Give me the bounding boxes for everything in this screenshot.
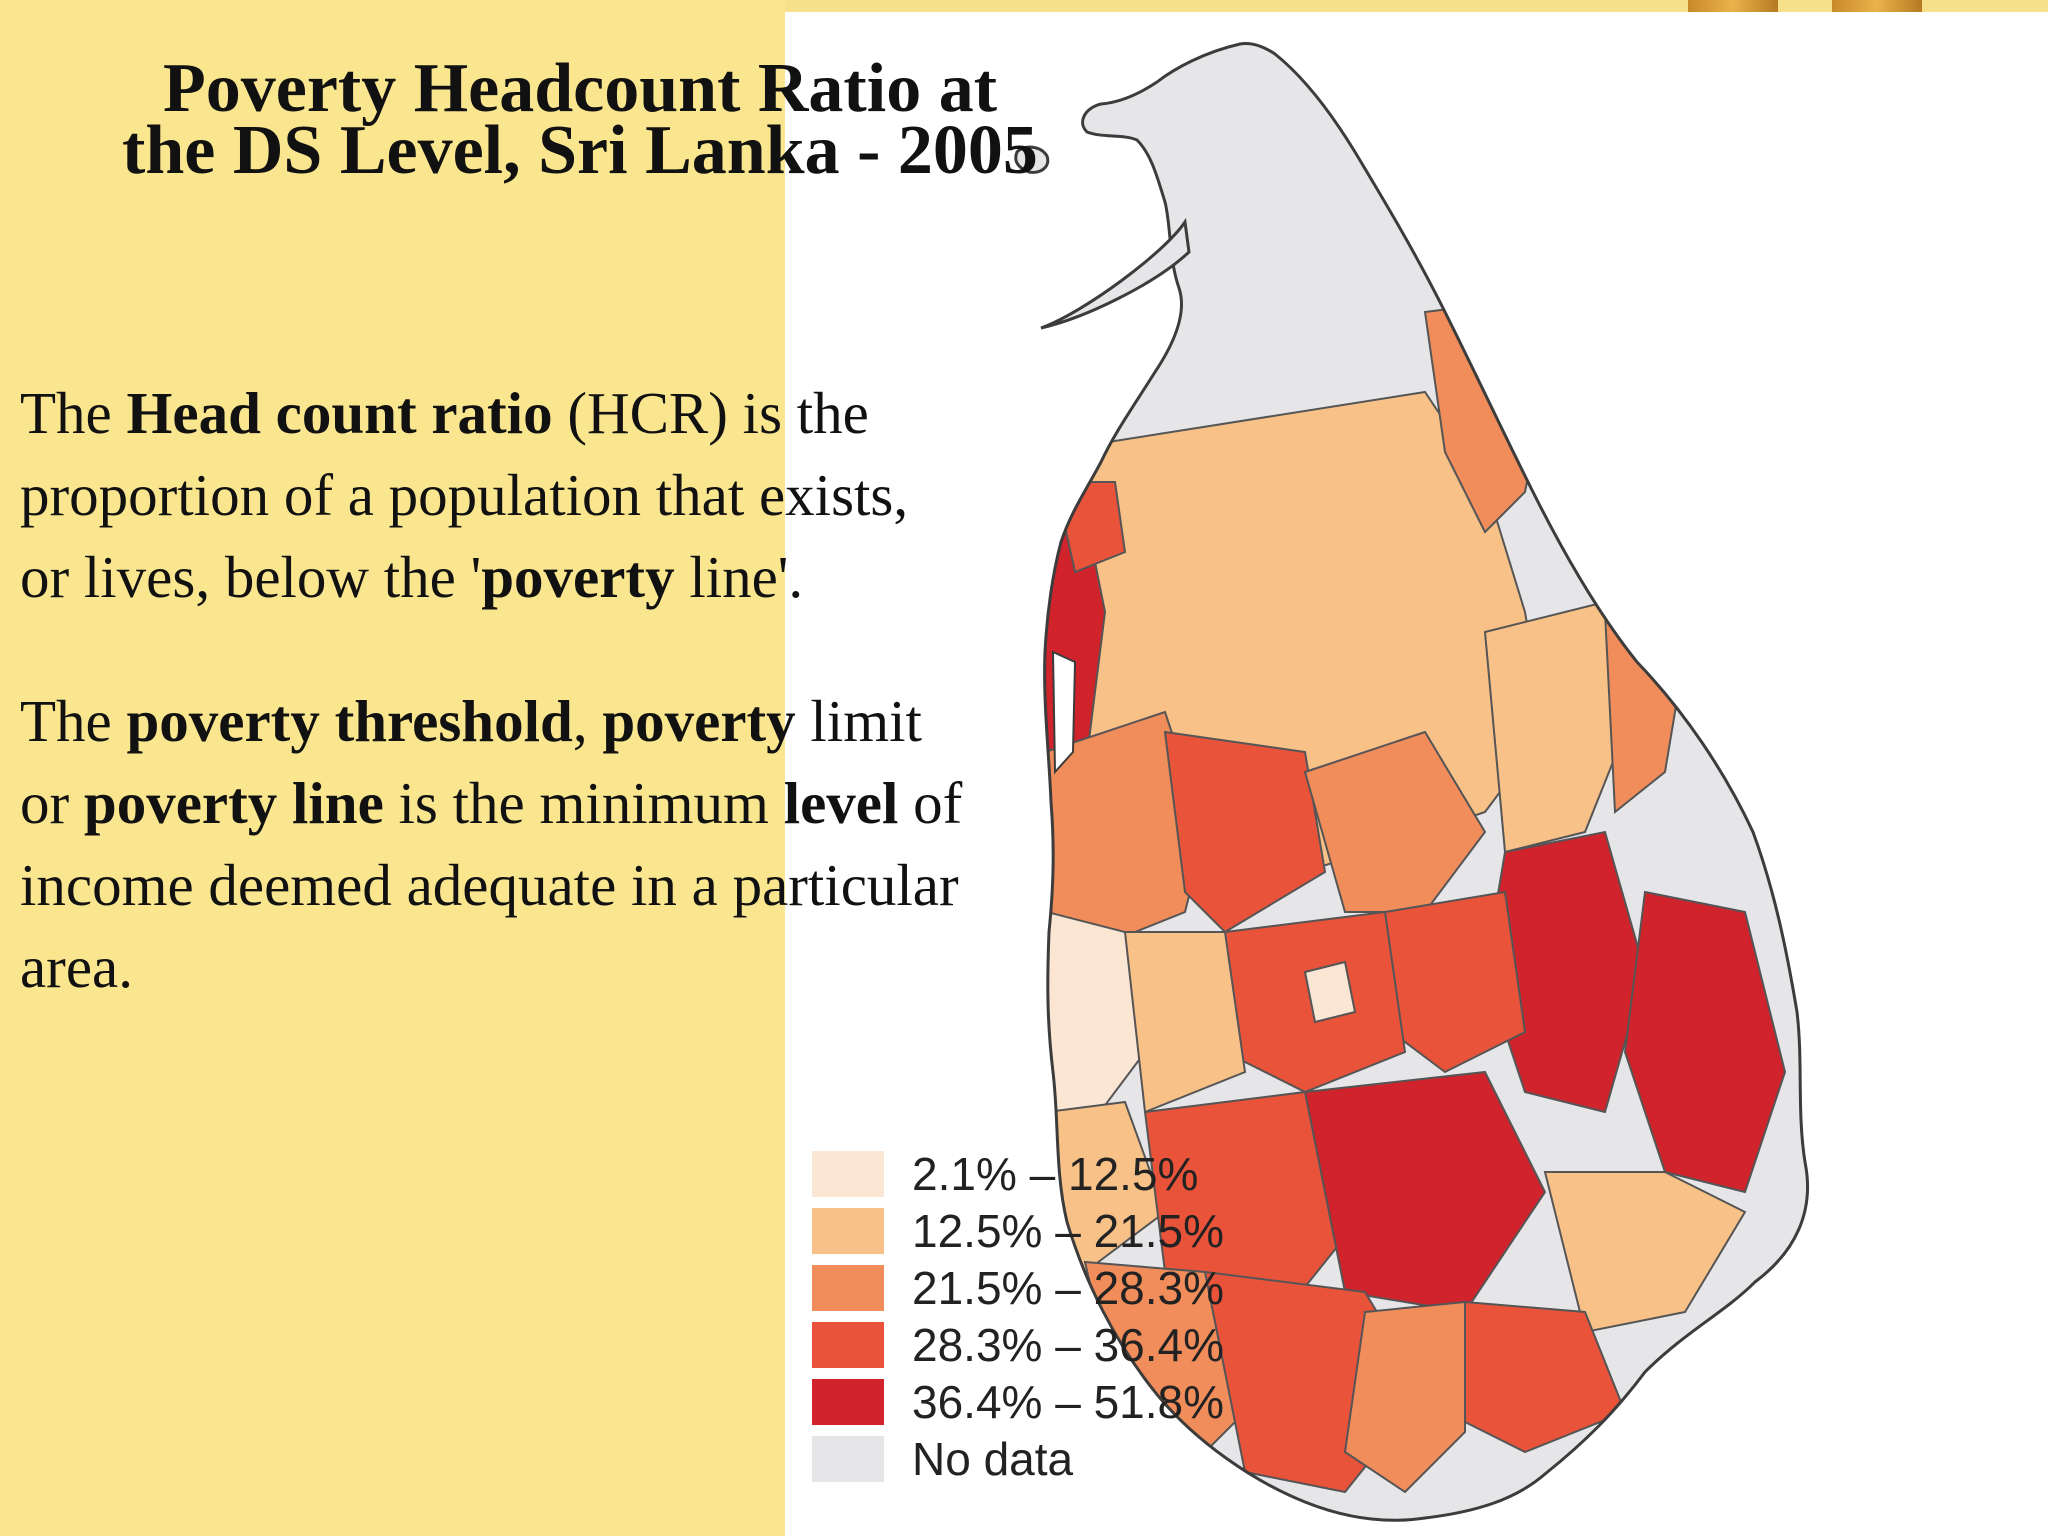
corner-decoration [1688,0,1778,12]
term-poverty: poverty [602,688,796,754]
title-line-2: the DS Level, Sri Lanka - 2005 [122,112,1038,189]
term-poverty-threshold: poverty threshold [126,688,573,754]
text-span: line'. [674,544,804,610]
legend-swatch [812,1265,884,1311]
title-line-1: Poverty Headcount Ratio at [162,50,998,127]
text-span: The [20,380,127,446]
paragraph-line: proportion of a population that exists, [20,462,909,528]
region-matale [1303,730,1487,913]
region-kandy-city [1303,960,1357,1024]
corner-decoration [1832,0,1922,12]
mannar-island [1040,217,1191,330]
map-regions [1044,43,1808,1521]
region-kurunegala-east [1163,730,1327,934]
region-ratnapura-east [1303,1070,1547,1314]
legend-label: 2.1% – 12.5% [912,1148,1199,1200]
legend-swatch [812,1208,884,1254]
sri-lanka-poverty-map [1014,42,1810,1522]
text-span: or lives, below the ' [20,544,482,610]
region-kegalle [1123,931,1247,1114]
island-outline [1043,42,1810,1522]
text-span: of [898,770,963,836]
legend-label: 28.3% – 36.4% [912,1319,1225,1371]
legend-label: No data [912,1433,1074,1485]
poverty-line-definition-paragraph: The poverty threshold, poverty limit or … [20,680,962,1008]
paragraph-line: The poverty threshold, poverty limit [20,680,962,762]
paragraph-line: income deemed adequate in a particular [20,852,959,918]
term-level: level [783,770,899,836]
term-poverty-line: poverty line [83,770,384,836]
paragraph-line: The Head count ratio (HCR) is the [20,372,908,454]
region-matara-east [1343,1300,1466,1494]
legend-label: 12.5% – 21.5% [912,1205,1225,1257]
text-span: The [20,688,127,754]
slide-title: Poverty Headcount Ratio at the DS Level,… [0,50,1160,189]
term-head-count-ratio: Head count ratio [126,380,553,446]
legend-label: 36.4% – 51.8% [912,1376,1225,1428]
puttalam-lagoon [1051,650,1077,775]
legend-swatch [812,1436,884,1482]
paragraph-line: or lives, below the 'poverty line'. [20,536,908,618]
region-polonnaruwa [1483,600,1627,854]
paragraph-line: area. [20,934,133,1000]
text-span: , [572,688,603,754]
legend-label: 21.5% – 28.3% [912,1262,1225,1314]
region-ratnapura [1143,1090,1367,1314]
hcr-definition-paragraph: The Head count ratio (HCR) is the propor… [20,372,908,618]
legend-swatch [812,1322,884,1368]
term-poverty: poverty [481,544,675,610]
text-span: limit [795,688,922,754]
island-small [1014,145,1050,174]
legend-swatch [812,1151,884,1197]
paragraph-line: or poverty line is the minimum level of [20,762,962,844]
legend-swatch [812,1379,884,1425]
region-ampara-south [1623,890,1787,1194]
text-span: or [20,770,84,836]
text-span: (HCR) is the [552,380,869,446]
region-hambantota-east [1543,1171,1747,1334]
text-span: is the minimum [383,770,784,836]
region-trinco-north [1473,320,1537,394]
